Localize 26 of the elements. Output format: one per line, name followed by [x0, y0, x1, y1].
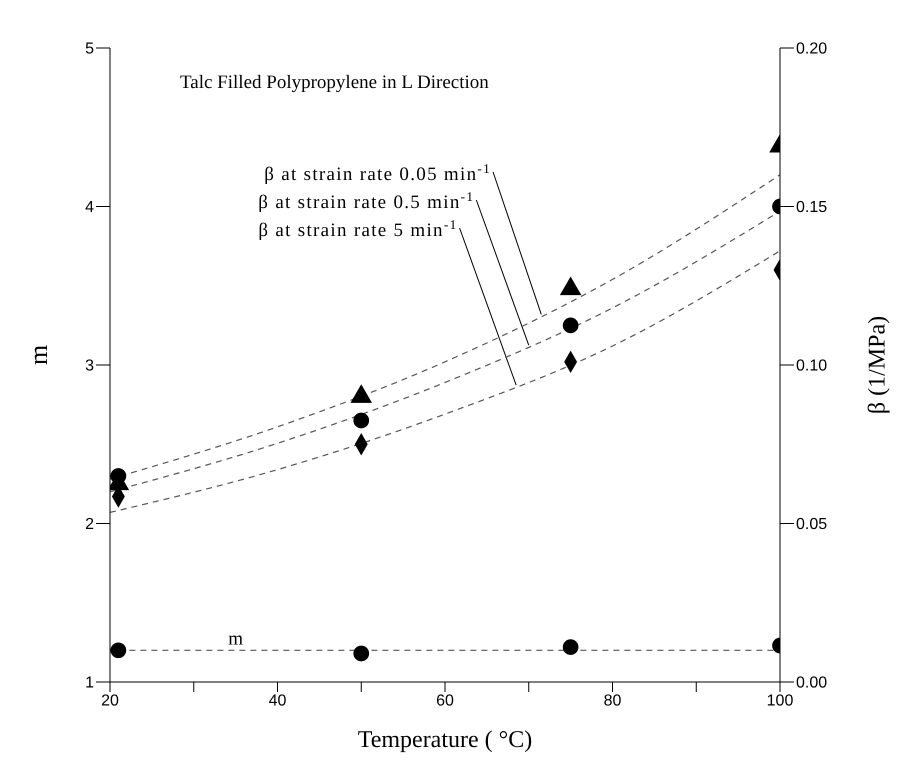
y-tick-label: 4	[85, 199, 94, 216]
x-tick-label: 20	[101, 692, 119, 710]
y2-tick-label: 0.00	[796, 674, 828, 692]
text: β at strain rate 0.05 min$^{-1}$	[264, 160, 492, 185]
y2-tick-label: 0.10	[796, 358, 828, 375]
text: Talc Filled Polypropylene in L Direction	[180, 72, 490, 93]
point	[353, 412, 370, 428]
x-tick-label: 60	[436, 692, 454, 710]
text: β at strain rate 5 min$^{-1}$	[258, 216, 458, 241]
y-tick-label: 3	[85, 358, 94, 375]
x-tick-label: 100	[766, 692, 794, 710]
y-tick-label: 1	[85, 674, 94, 692]
x-axis-title: Temperature ( °C)	[358, 727, 532, 753]
y-tick-label: 5	[85, 40, 94, 58]
line-series	[110, 250, 780, 514]
y2-tick-label: 0.15	[796, 199, 828, 216]
text: β at strain rate 0.5 min$^{-1}$	[258, 188, 474, 213]
y-tick-label: 2	[85, 516, 94, 534]
y2-tick-label: 0.05	[796, 516, 828, 534]
x-tick-label: 40	[268, 692, 286, 710]
y2-axis-title: β (1/MPa)	[864, 316, 891, 414]
series-label: m	[228, 628, 244, 650]
x-tick-label: 80	[604, 692, 622, 710]
y2-tick-label: 0.20	[796, 40, 828, 58]
y-axis-title: m	[24, 344, 54, 365]
point	[562, 318, 578, 334]
